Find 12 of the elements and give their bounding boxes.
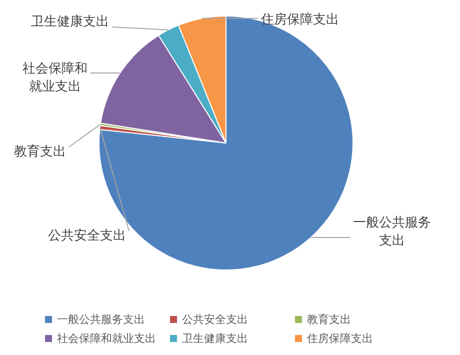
legend-label: 教育支出 [307,312,351,327]
legend-label: 一般公共服务支出 [57,312,145,327]
slice-label: 一般公共服务支出 [353,215,431,248]
legend-label: 住房保障支出 [307,331,373,346]
legend-label: 社会保障和就业支出 [57,331,156,346]
slice-label: 教育支出 [14,143,66,160]
slice-label: 公共安全支出 [48,227,126,244]
slice-label: 社会保障和就业支出 [22,61,88,94]
legend-label: 卫生健康支出 [182,331,248,346]
slice-label: 住房保障支出 [260,11,339,28]
legend-label: 公共安全支出 [182,312,248,327]
slice-label: 卫生健康支出 [31,14,109,30]
